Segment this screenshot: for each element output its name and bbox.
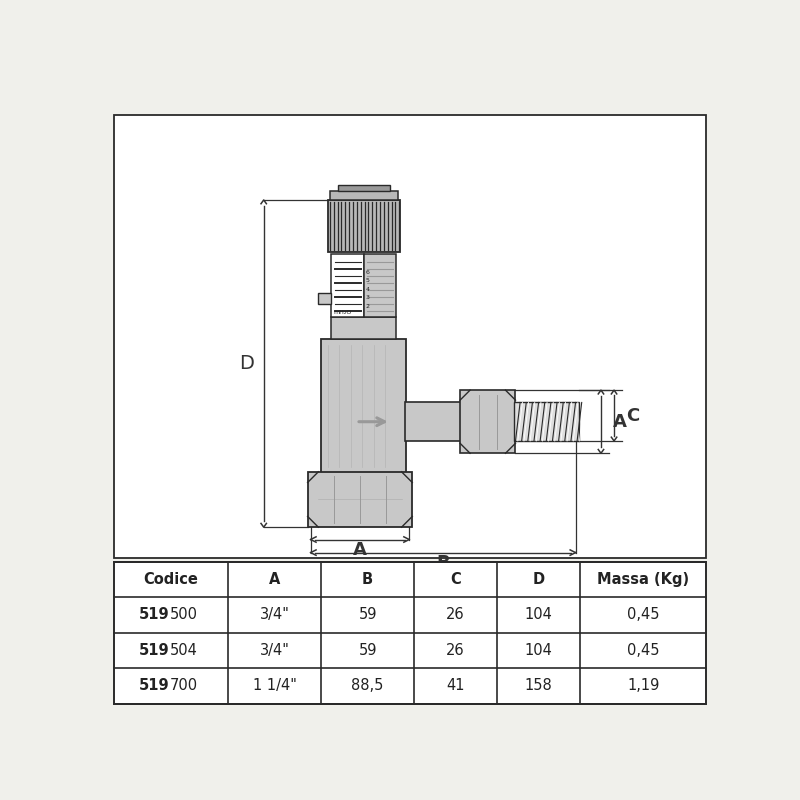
Text: 500: 500	[170, 607, 198, 622]
Text: Massa (Kg): Massa (Kg)	[598, 572, 690, 587]
Text: 6: 6	[366, 270, 370, 275]
Text: A: A	[269, 572, 280, 587]
Bar	[114, 115, 706, 558]
Text: 59: 59	[358, 643, 377, 658]
Text: 519: 519	[138, 678, 169, 694]
Text: 3/4": 3/4"	[259, 643, 290, 658]
Text: 519: 519	[138, 607, 169, 622]
Bar	[460, 390, 515, 454]
Text: A: A	[614, 413, 627, 430]
Bar	[330, 190, 398, 200]
Text: 41: 41	[446, 678, 465, 694]
Text: 88,5: 88,5	[351, 678, 384, 694]
Bar	[307, 472, 412, 527]
Text: mH₂O: mH₂O	[334, 310, 352, 315]
Bar	[514, 402, 579, 441]
Text: B: B	[436, 554, 450, 572]
Text: D: D	[533, 572, 545, 587]
Text: 158: 158	[525, 678, 553, 694]
Text: A: A	[353, 541, 367, 559]
Text: 26: 26	[446, 643, 465, 658]
Text: D: D	[239, 354, 254, 373]
Text: 1,19: 1,19	[627, 678, 659, 694]
Text: B: B	[362, 572, 374, 587]
Text: 5: 5	[366, 278, 370, 283]
Text: 0,45: 0,45	[627, 643, 659, 658]
Text: 2: 2	[366, 304, 370, 309]
Bar	[322, 338, 406, 474]
Text: 3/4": 3/4"	[259, 607, 290, 622]
Text: 26: 26	[446, 607, 465, 622]
Bar	[331, 254, 364, 317]
Text: Codice: Codice	[143, 572, 198, 587]
Text: 59: 59	[358, 607, 377, 622]
Text: 4: 4	[366, 286, 370, 292]
Text: 104: 104	[525, 607, 553, 622]
Text: 700: 700	[170, 678, 198, 694]
Bar	[114, 562, 706, 704]
Bar	[338, 185, 390, 190]
Text: 504: 504	[170, 643, 198, 658]
Text: 1 1/4": 1 1/4"	[253, 678, 297, 694]
Text: 3: 3	[366, 295, 370, 300]
Text: 0,45: 0,45	[627, 607, 659, 622]
Bar	[318, 293, 331, 304]
Bar	[331, 317, 396, 338]
Bar	[405, 402, 462, 441]
Bar	[364, 254, 396, 317]
Bar	[328, 200, 400, 252]
Text: C: C	[450, 572, 461, 587]
Text: 519: 519	[138, 643, 169, 658]
Text: 104: 104	[525, 643, 553, 658]
Text: C: C	[626, 406, 640, 425]
